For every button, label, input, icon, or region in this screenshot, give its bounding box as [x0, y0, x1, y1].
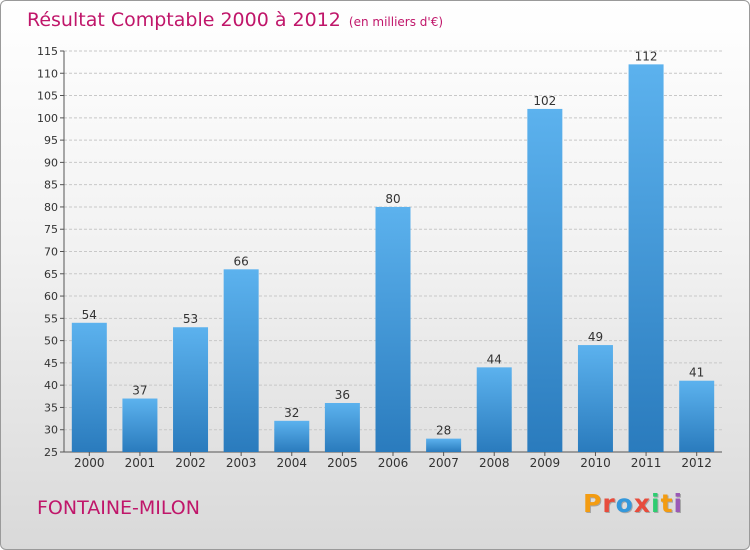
y-tick-label: 100 [37, 112, 58, 125]
y-tick-label: 50 [44, 335, 58, 348]
x-tick-label: 2005 [327, 456, 358, 470]
data-label: 49 [588, 330, 603, 344]
data-label: 37 [132, 384, 147, 398]
bar [173, 327, 209, 452]
bar [71, 322, 107, 452]
proxiti-logo: Proxiti [583, 489, 683, 518]
x-tick-label: 2010 [580, 456, 611, 470]
y-tick-label: 110 [37, 67, 58, 80]
chart-title: Résultat Comptable 2000 à 2012 (en millie… [27, 9, 443, 31]
logo-letter: o [615, 489, 634, 518]
bar [476, 367, 512, 452]
bar [426, 438, 462, 452]
y-tick-label: 60 [44, 290, 58, 303]
bar [679, 380, 715, 452]
logo-letter: x [633, 489, 651, 518]
y-tick-label: 30 [44, 424, 58, 437]
y-tick-label: 95 [44, 134, 58, 147]
data-label: 53 [183, 312, 198, 326]
data-label: 54 [82, 308, 97, 322]
y-tick-label: 55 [44, 312, 58, 325]
x-tick-label: 2008 [479, 456, 510, 470]
y-tick-label: 90 [44, 156, 58, 169]
y-tick-label: 70 [44, 246, 58, 259]
data-label: 41 [689, 366, 704, 380]
data-label: 112 [635, 49, 658, 63]
x-tick-label: 2012 [681, 456, 712, 470]
y-tick-label: 40 [44, 379, 58, 392]
x-tick-label: 2004 [276, 456, 307, 470]
x-tick-label: 2011 [631, 456, 662, 470]
y-tick-label: 25 [44, 446, 58, 459]
data-label: 66 [234, 254, 249, 268]
commune-name: FONTAINE-MILON [37, 497, 200, 519]
data-label: 102 [533, 94, 556, 108]
y-tick-label: 115 [37, 45, 58, 58]
bar [375, 206, 411, 452]
y-tick-label: 105 [37, 90, 58, 103]
y-tick-label: 45 [44, 357, 58, 370]
bar [324, 402, 360, 452]
data-label: 32 [284, 406, 299, 420]
chart-title-text: Résultat Comptable 2000 à 2012 [27, 9, 341, 31]
x-tick-label: 2009 [530, 456, 561, 470]
data-label: 44 [487, 352, 502, 366]
data-label: 36 [335, 388, 350, 402]
logo-letter: P [583, 489, 603, 518]
bar [223, 269, 259, 452]
bar [527, 108, 563, 452]
x-tick-label: 2001 [125, 456, 156, 470]
x-tick-label: 2007 [428, 456, 459, 470]
y-tick-label: 80 [44, 201, 58, 214]
bar [274, 420, 310, 452]
bar [628, 64, 664, 452]
data-label: 80 [385, 192, 400, 206]
logo-letter: t [660, 489, 674, 518]
x-tick-label: 2002 [175, 456, 206, 470]
x-tick-label: 2000 [74, 456, 105, 470]
y-tick-label: 75 [44, 223, 58, 236]
chart-subtitle: (en milliers d'€) [348, 15, 444, 29]
logo-letter: i [673, 489, 684, 518]
bar [122, 398, 158, 452]
x-tick-label: 2003 [226, 456, 257, 470]
x-tick-label: 2006 [378, 456, 409, 470]
y-tick-label: 35 [44, 401, 58, 414]
logo-letter: r [602, 489, 616, 518]
bar [577, 345, 613, 452]
y-tick-label: 85 [44, 179, 58, 192]
data-label: 28 [436, 424, 451, 438]
logo-letter: i [651, 489, 661, 518]
y-tick-label: 65 [44, 268, 58, 281]
